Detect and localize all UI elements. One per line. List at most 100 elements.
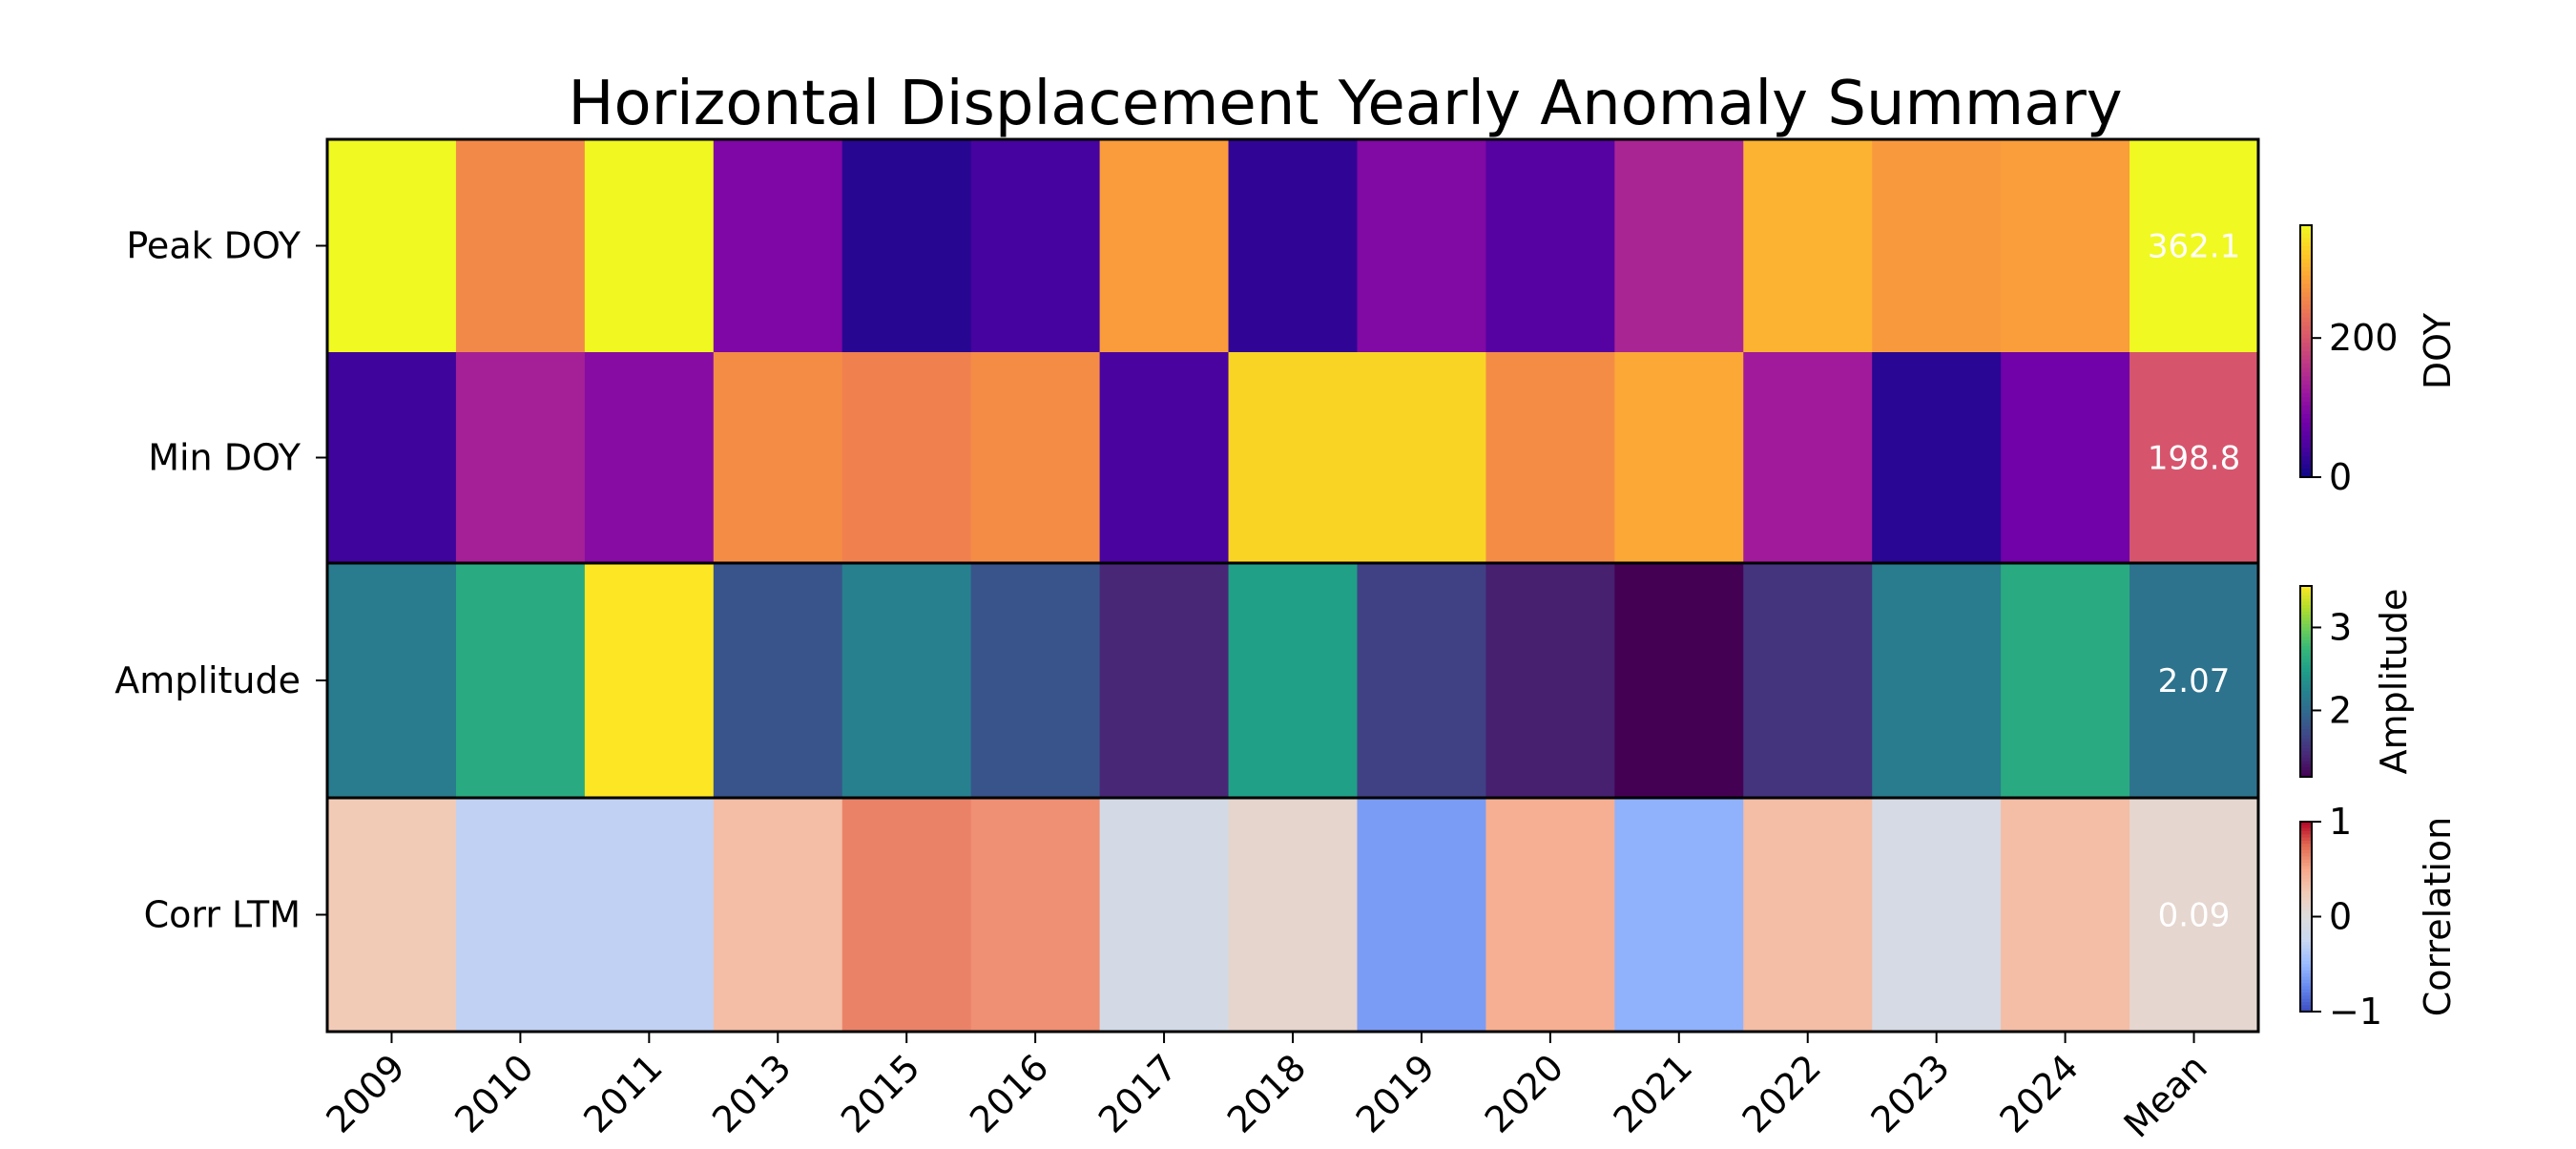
- mean-value-label: 362.1: [2148, 228, 2240, 266]
- colorbar-tick-label: −1: [2329, 991, 2382, 1033]
- heatmap-cell: [1099, 139, 1230, 353]
- colorbar-segment: [2300, 710, 2312, 715]
- colorbar-segment: [2300, 979, 2312, 984]
- colorbar-segment: [2300, 675, 2312, 679]
- colorbar-segment: [2300, 288, 2312, 294]
- colorbar-segment: [2300, 849, 2312, 854]
- mean-value-label: 2.07: [2158, 662, 2231, 700]
- heatmap-cell: [1614, 798, 1744, 1033]
- colorbar-segment: [2300, 748, 2312, 753]
- heatmap-cell: [2001, 563, 2130, 799]
- colorbar-segment: [2300, 970, 2312, 974]
- colorbar-segment: [2300, 967, 2312, 971]
- heatmap-cell: [1872, 563, 2002, 799]
- colorbar-segment: [2300, 385, 2312, 390]
- colorbar-segment: [2300, 900, 2312, 906]
- colorbar-segment: [2300, 296, 2312, 302]
- heatmap-cell: [327, 352, 457, 564]
- colorbar-label: Amplitude: [2373, 589, 2415, 775]
- colorbar-tick-label: 200: [2329, 317, 2399, 359]
- heatmap-cell: [2001, 798, 2130, 1033]
- colorbar-segment: [2300, 456, 2312, 462]
- colorbar-segment: [2300, 1002, 2312, 1007]
- heatmap-cell: [1743, 139, 1873, 353]
- colorbar-segment: [2300, 250, 2312, 256]
- colorbar-segment: [2300, 761, 2312, 765]
- colorbar-tick-label: 2: [2329, 689, 2352, 731]
- heatmap-cell: [1743, 352, 1873, 564]
- colorbar-segment: [2300, 359, 2312, 365]
- colorbar-segment: [2300, 684, 2312, 689]
- colorbar-segment: [2300, 397, 2312, 403]
- heatmap-cell: [1485, 352, 1615, 564]
- column-label: 2011: [575, 1046, 671, 1141]
- colorbar-segment: [2300, 951, 2312, 956]
- colorbar-segment: [2300, 872, 2312, 877]
- heatmap-cell: [1485, 139, 1615, 353]
- heatmap-cell: [455, 563, 586, 799]
- heatmap-cell: [2001, 139, 2130, 353]
- colorbar-segment: [2300, 380, 2312, 386]
- colorbar-segment: [2300, 868, 2312, 873]
- heatmap-cell: [1614, 563, 1744, 799]
- colorbar-tick-label: 0: [2329, 896, 2352, 938]
- chart-title: Horizontal Displacement Yearly Anomaly S…: [568, 69, 2122, 139]
- row-label: Min DOY: [148, 437, 301, 479]
- colorbar-segment: [2300, 863, 2312, 867]
- colorbar-segment: [2300, 246, 2312, 252]
- colorbar-segment: [2300, 586, 2312, 591]
- colorbar-segment: [2300, 238, 2312, 243]
- heatmap-cell: [2129, 798, 2259, 1033]
- colorbar-segment: [2300, 856, 2312, 861]
- colorbar-segment: [2300, 254, 2312, 260]
- colorbar-segment: [2300, 1008, 2312, 1013]
- heatmap-cell: [455, 352, 586, 564]
- colorbar-segment: [2300, 834, 2312, 839]
- colorbar-segment: [2300, 976, 2312, 981]
- colorbar-segment: [2300, 926, 2312, 930]
- colorbar-border: [2299, 224, 2313, 478]
- heatmap-cell: [2001, 352, 2130, 564]
- colorbar-segment: [2300, 330, 2312, 336]
- colorbar-segment: [2300, 649, 2312, 654]
- colorbar-segment: [2300, 460, 2312, 466]
- colorbar-segment: [2300, 658, 2312, 663]
- colorbar-segment: [2300, 322, 2312, 327]
- colorbar-segment: [2300, 942, 2312, 947]
- heatmap-cell: [1485, 798, 1615, 1033]
- colorbar-segment: [2300, 668, 2312, 673]
- colorbar-segment: [2300, 589, 2312, 594]
- colorbar-segment: [2300, 355, 2312, 361]
- column-label: 2022: [1735, 1046, 1830, 1141]
- colorbar-segment: [2300, 620, 2312, 625]
- colorbar-segment: [2300, 605, 2312, 610]
- heatmap-cell: [2129, 139, 2259, 353]
- colorbar-segment: [2300, 364, 2312, 369]
- heatmap-cell: [1099, 352, 1230, 564]
- colorbar-segment: [2300, 767, 2312, 772]
- colorbar-segment: [2300, 309, 2312, 315]
- colorbar-segment: [2300, 986, 2312, 991]
- colorbar-segment: [2300, 935, 2312, 940]
- heatmap-cell: [970, 563, 1101, 799]
- colorbar-segment: [2300, 601, 2312, 606]
- mean-value-label: 198.8: [2148, 440, 2240, 478]
- colorbar-segment: [2300, 271, 2312, 277]
- heatmap-cell: [1614, 352, 1744, 564]
- heatmap-cell: [841, 798, 972, 1033]
- column-label: 2023: [1863, 1046, 1959, 1141]
- colorbar-segment: [2300, 929, 2312, 933]
- heatmap-cell: [970, 798, 1101, 1033]
- colorbar-segment: [2300, 346, 2312, 352]
- colorbar-segment: [2300, 367, 2312, 373]
- column-label: 2024: [1991, 1046, 2087, 1141]
- colorbar-segment: [2300, 376, 2312, 382]
- colorbar-segment: [2300, 672, 2312, 677]
- colorbar-segment: [2300, 822, 2312, 826]
- colorbar-segment: [2300, 945, 2312, 950]
- colorbar-segment: [2300, 948, 2312, 952]
- colorbar-segment: [2300, 653, 2312, 658]
- colorbar-segment: [2300, 338, 2312, 344]
- heatmap-cell: [713, 352, 843, 564]
